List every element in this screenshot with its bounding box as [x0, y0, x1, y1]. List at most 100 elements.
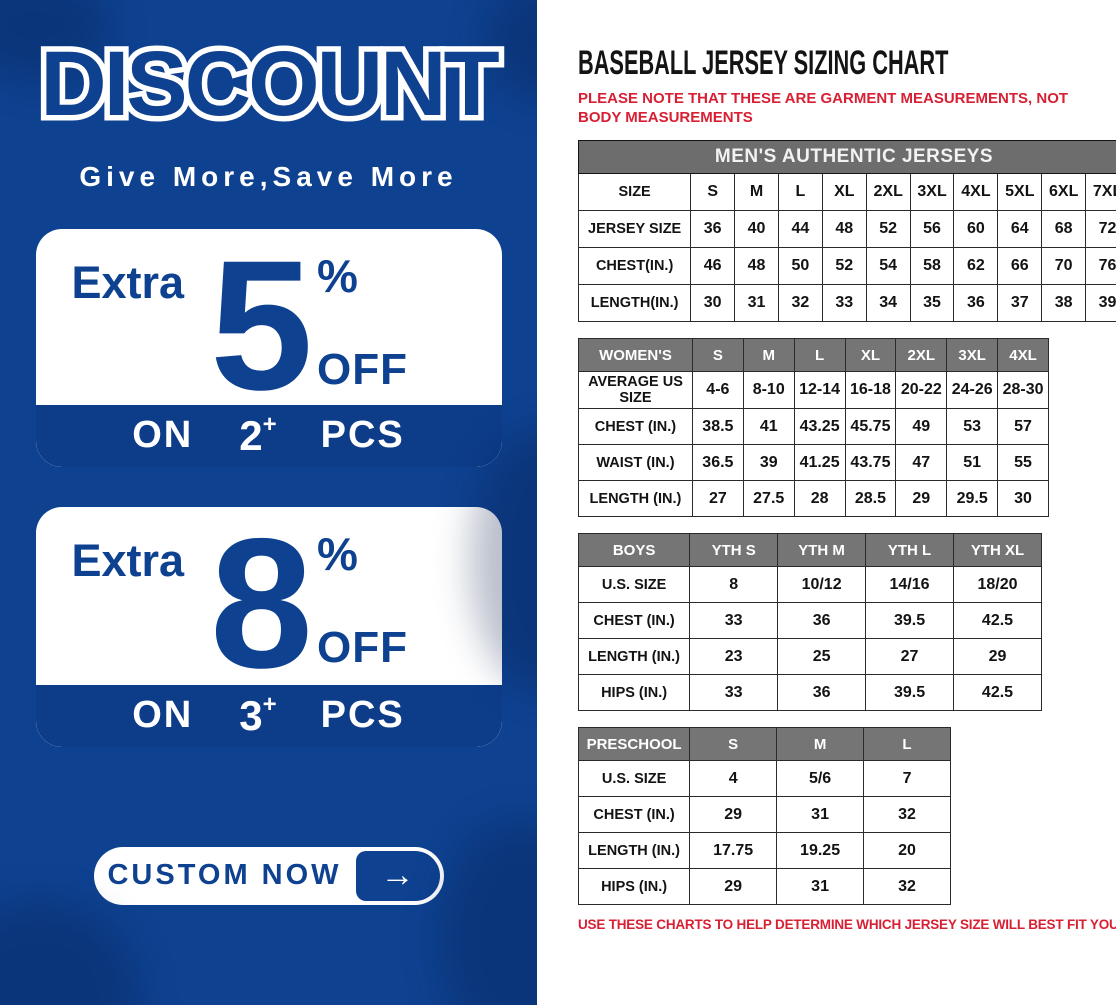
size-value: 17.75 — [689, 832, 778, 870]
offer-condition-bar: ON 2+ PCS — [35, 404, 502, 467]
row-label: CHEST (IN.) — [578, 408, 693, 446]
size-value: 56 — [909, 210, 955, 249]
size-value: L — [777, 173, 823, 212]
size-value: 34 — [865, 284, 911, 323]
page-title: BASEBALL JERSEY SIZING CHART — [578, 44, 949, 82]
size-value: 32 — [863, 796, 951, 834]
boys-table-container: BOYS YTH S YTH M YTH L YTH XL U.S. SIZE 8 10/12… — [577, 533, 1116, 712]
custom-now-button[interactable]: CUSTOM NOW → — [93, 846, 444, 905]
size-value: 4-6 — [691, 371, 744, 410]
size-value: M — [734, 173, 779, 212]
offer-card-top: Extra 8 % OFF — [36, 506, 502, 707]
discount-panel: DISCOUNT Give More,Save More Extra 5 % O… — [0, 0, 537, 1005]
discount-tagline: Give More,Save More — [79, 160, 458, 192]
preschool-table-container: PRESCHOOL S M L U.S. SIZE 4 5/6 7 CHEST (IN.) 29 3… — [577, 727, 1116, 906]
column-header: M — [742, 338, 795, 373]
table-row: LENGTH (IN.) 27 27.5 28 28.5 29 29.5 30 — [578, 480, 1049, 518]
percent-off-column: % OFF — [317, 243, 408, 403]
size-value: 20 — [863, 832, 951, 870]
table-row: CHEST(IN.) 46 48 50 52 54 58 62 66 70 76 — [577, 247, 1116, 286]
size-value: 14/16 — [865, 566, 954, 604]
size-value: 31 — [776, 796, 865, 834]
row-label: WAIST (IN.) — [578, 444, 693, 482]
size-value: 31 — [776, 868, 865, 906]
size-value: 36 — [777, 602, 867, 640]
size-value: 48 — [821, 210, 867, 249]
column-header: 2XL — [895, 338, 948, 373]
row-label: SIZE — [577, 173, 692, 212]
size-value: 29 — [689, 868, 778, 906]
size-value: 30 — [690, 284, 736, 323]
size-value: 2XL — [865, 173, 911, 212]
quantity-label: 2+ — [239, 411, 277, 460]
column-header: PRESCHOOL — [577, 727, 691, 762]
size-value: 33 — [821, 284, 867, 323]
percent-sign: % — [316, 249, 358, 302]
background-silhouette — [440, 820, 537, 1005]
size-value: 72 — [1085, 210, 1116, 249]
row-label: LENGTH(IN.) — [577, 284, 692, 323]
table-row: CHEST (IN.) 38.5 41 43.25 45.75 49 53 57 — [578, 408, 1049, 446]
table-banner: MEN'S AUTHENTIC JERSEYS — [578, 140, 1116, 175]
column-header: 4XL — [997, 338, 1049, 373]
row-label: LENGTH (IN.) — [577, 832, 691, 870]
size-value: 29 — [895, 480, 948, 518]
size-value: 68 — [1041, 210, 1087, 249]
extra-label: Extra — [71, 534, 185, 586]
table-row: U.S. SIZE 4 5/6 7 — [577, 760, 951, 798]
size-value: 53 — [946, 408, 999, 446]
size-value: 76 — [1085, 247, 1116, 286]
on-label: ON — [132, 414, 194, 457]
column-header: L — [793, 338, 846, 373]
plus-sign: + — [262, 691, 277, 719]
size-value: 8 — [689, 566, 779, 604]
size-value: 43.25 — [793, 408, 846, 446]
size-value: 31 — [734, 284, 779, 323]
extra-label: Extra — [71, 256, 185, 308]
plus-sign: + — [262, 411, 277, 439]
table-row: SIZESMLXL2XL3XL4XL5XL6XL7XL — [577, 173, 1116, 212]
size-value: 6XL — [1041, 173, 1087, 212]
size-value: 40 — [734, 210, 779, 249]
size-value: 37 — [997, 284, 1043, 323]
table-row: LENGTH (IN.) 23 25 27 29 — [577, 638, 1042, 676]
discount-amount: 8 — [210, 506, 313, 707]
size-value: 41.25 — [793, 444, 846, 482]
size-value: 44 — [777, 210, 823, 249]
size-value: 35 — [909, 284, 955, 323]
size-value: 24-26 — [946, 371, 999, 410]
size-value: 45.75 — [844, 408, 897, 446]
discount-heading-text: DISCOUNT — [40, 33, 499, 135]
size-value: 36 — [690, 210, 736, 249]
column-header: YTH XL — [953, 533, 1042, 568]
size-value: 36.5 — [691, 444, 744, 482]
pcs-label: PCS — [320, 414, 405, 457]
column-header: BOYS — [577, 533, 691, 568]
size-value: 55 — [997, 444, 1049, 482]
size-value: 48 — [734, 247, 779, 286]
size-value: 70 — [1041, 247, 1087, 286]
size-value: 42.5 — [953, 674, 1042, 712]
row-label: JERSEY SIZE — [577, 210, 692, 249]
size-value: 12-14 — [793, 371, 846, 410]
table-row: WAIST (IN.) 36.5 39 41.25 43.75 47 51 55 — [578, 444, 1049, 482]
row-label: HIPS (IN.) — [577, 674, 691, 712]
off-label: OFF — [316, 344, 408, 394]
size-value: 38.5 — [691, 408, 744, 446]
garment-measurement-note: PLEASE NOTE THAT THESE ARE GARMENT MEASU… — [578, 90, 1069, 127]
percent-off-column: % OFF — [317, 521, 408, 681]
sizing-chart-panel: BASEBALL JERSEY SIZING CHART PLEASE NOTE… — [537, 0, 1116, 1005]
size-value: 20-22 — [895, 371, 948, 410]
row-label: U.S. SIZE — [577, 760, 691, 798]
size-value: 33 — [689, 674, 779, 712]
size-value: 64 — [997, 210, 1043, 249]
size-value: 60 — [953, 210, 999, 249]
size-value: 66 — [997, 247, 1043, 286]
offer-card-5-percent: Extra 5 % OFF ON 2+ PCS — [35, 228, 502, 467]
size-value: 4 — [689, 760, 778, 798]
row-label: CHEST (IN.) — [577, 796, 691, 834]
womens-table-container: WOMEN'S S M L XL 2XL 3XL 4XL AVERAGE US SIZE 4-6 8… — [578, 338, 1116, 518]
table-row: LENGTH (IN.) 17.75 19.25 20 — [577, 832, 951, 870]
table-row: LENGTH(IN.) 30 31 32 33 34 35 36 37 38 39 — [577, 284, 1116, 323]
discount-heading: DISCOUNT — [0, 36, 537, 133]
